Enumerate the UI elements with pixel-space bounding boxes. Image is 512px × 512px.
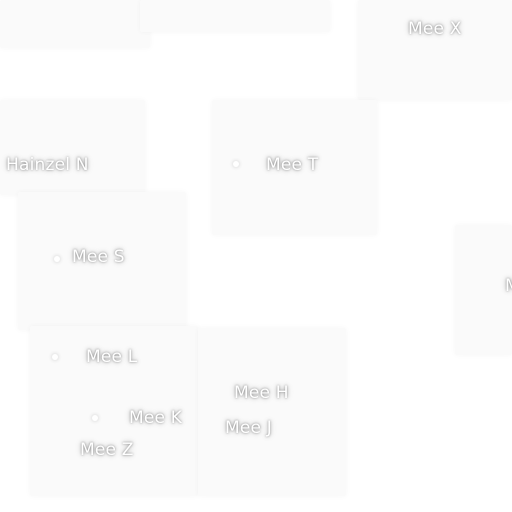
map-label-partial-right[interactable]: M (505, 276, 512, 296)
map-tile (212, 100, 377, 235)
map-label-mee-j[interactable]: Mee J (225, 418, 273, 438)
map-label-mee-s[interactable]: Mee S (72, 247, 125, 267)
map-tile (18, 192, 186, 330)
map-tile (140, 0, 330, 32)
map-tile (455, 225, 512, 355)
feature-point (92, 415, 98, 421)
map-tile (198, 328, 346, 496)
feature-point (233, 161, 239, 167)
map-tile (358, 0, 512, 100)
map-label-mee-t[interactable]: Mee T (266, 155, 319, 175)
feature-point (52, 354, 58, 360)
map-label-mee-h[interactable]: Mee H (234, 383, 289, 403)
map-tile (30, 326, 198, 496)
map-tile (0, 100, 145, 195)
map-label-hainzel-n[interactable]: Hainzel N (6, 155, 89, 175)
map-label-mee-z[interactable]: Mee Z (80, 440, 134, 460)
map-label-mee-x[interactable]: Mee X (408, 19, 462, 39)
map-label-mee-k[interactable]: Mee K (129, 408, 183, 428)
feature-point (54, 256, 60, 262)
map-label-mee-l[interactable]: Mee L (86, 347, 138, 367)
map-tile (0, 0, 150, 48)
